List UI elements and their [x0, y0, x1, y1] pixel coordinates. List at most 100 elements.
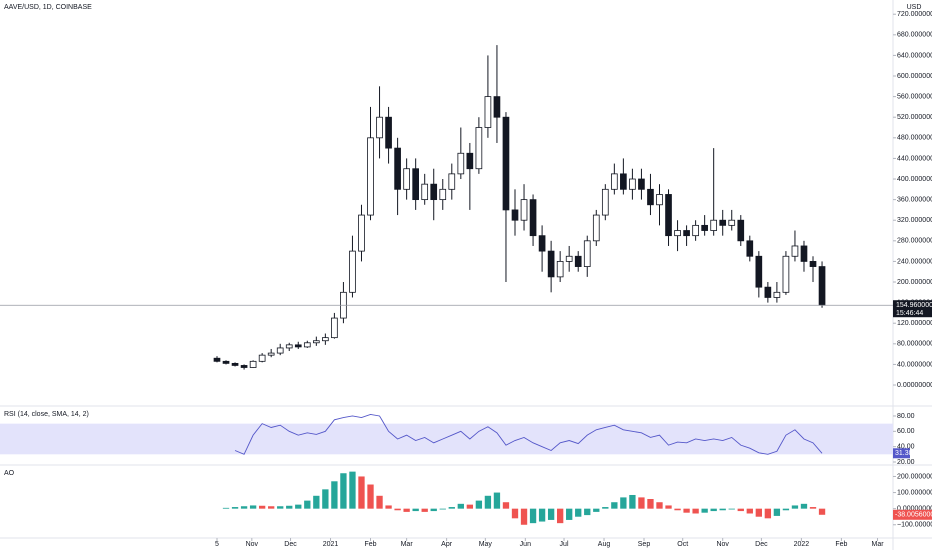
ao-bar [529, 508, 537, 524]
candle-body [583, 240, 591, 267]
candle-body [403, 168, 410, 190]
candle-body [412, 168, 420, 201]
x-tick-label: Mar [401, 541, 414, 548]
candle-body [466, 152, 474, 170]
ao-bar [584, 508, 591, 516]
ao-bar [556, 508, 564, 524]
candle-body [213, 357, 221, 362]
candle-body [385, 116, 392, 149]
candle-body [755, 255, 763, 288]
y-tick-label: 320.0000000 [897, 217, 932, 224]
candle-body [448, 173, 456, 190]
candle-body [710, 219, 718, 231]
ao-bar [818, 508, 826, 515]
candle-body [638, 178, 645, 190]
ao-bar [448, 507, 455, 509]
ao-bar [222, 507, 230, 509]
ao-bar [430, 508, 437, 512]
ao-bar [674, 508, 681, 511]
ao-bar [313, 495, 320, 509]
ao-bar [520, 508, 528, 525]
candle-body [665, 194, 672, 237]
y-tick-label: 0.00000000 [897, 506, 932, 513]
x-tick-label: 2021 [323, 541, 339, 548]
candle-body [692, 224, 699, 237]
ao-bar [511, 508, 519, 519]
ao-bar [800, 503, 808, 509]
candle-body [782, 255, 790, 293]
x-tick-label: Feb [364, 541, 376, 548]
ao-bar [493, 492, 501, 509]
x-tick-label: 5 [215, 541, 219, 548]
candle-body [547, 250, 555, 278]
ao-value-box [893, 509, 932, 520]
candle-body [349, 250, 356, 293]
candle-body [421, 183, 429, 201]
countdown: 15:46:44 [896, 310, 923, 317]
ao-bar [647, 499, 654, 509]
y-tick-label: 80.00 [897, 413, 915, 420]
candle-body [303, 342, 311, 348]
ao-value-label: -38.0056000 [895, 512, 932, 519]
y-tick-label: 480.0000000 [897, 135, 932, 142]
x-tick-label: Mar [871, 541, 884, 548]
candle-body [764, 286, 772, 298]
candle-body [556, 261, 564, 278]
y-tick-label: 280.0000000 [897, 238, 932, 245]
ao-bar [286, 505, 293, 509]
ao-bar [638, 497, 645, 509]
rsi-value-label: 31.38 [895, 450, 913, 457]
y-tick-label: 100.0000000 [897, 489, 932, 496]
rsi-title: RSI (14, close, SMA, 14, 2) [4, 411, 89, 418]
candle-body [457, 152, 465, 175]
ao-bar [466, 504, 474, 509]
x-tick-label: Aug [598, 541, 611, 548]
ao-bar [403, 508, 410, 512]
y-tick-label: 640.0000000 [897, 52, 932, 59]
candle-body [656, 194, 663, 206]
x-tick-label: Jul [560, 541, 569, 548]
candle-body [746, 240, 754, 257]
candle-body [773, 291, 781, 298]
ao-bar [538, 508, 546, 522]
y-tick-label: 720.0000000 [897, 11, 932, 18]
ao-bar [331, 481, 338, 509]
candle-body [285, 344, 293, 349]
x-tick-label: Feb [835, 541, 847, 548]
x-tick-label: 2022 [794, 541, 810, 548]
ao-bar [367, 484, 374, 509]
ao-bar [439, 508, 446, 510]
candle-body [394, 147, 401, 190]
ao-bar [268, 506, 275, 509]
candle-body [683, 230, 690, 237]
candle-body [511, 209, 519, 221]
y-tick-label: 560.0000000 [897, 93, 932, 100]
y-tick-label: 360.0000000 [897, 196, 932, 203]
ao-bar [737, 508, 744, 512]
y-tick-label: 120.0000000 [897, 320, 932, 327]
ao-bar [629, 494, 636, 509]
x-tick-label: Dec [284, 541, 297, 548]
x-tick-label: Oct [677, 541, 688, 548]
ao-bar [755, 508, 762, 517]
y-tick-label: 200.0000000 [897, 473, 932, 480]
ao-bar [719, 508, 726, 511]
candle-body [647, 188, 654, 206]
ao-bar [240, 506, 248, 509]
candle-body [294, 344, 302, 348]
ao-title: AO [4, 470, 15, 477]
candle-body [322, 337, 329, 342]
candle-body [529, 199, 537, 237]
candle-body [493, 96, 501, 118]
ao-bar [728, 508, 735, 510]
ao-bar [322, 489, 329, 509]
ao-bar [773, 508, 781, 516]
candle-body [818, 266, 826, 306]
ao-bar [277, 506, 284, 509]
chart-title: AAVE/USD, 1D, COINBASE [4, 4, 92, 11]
candle-body [574, 255, 582, 267]
y-tick-label: 0.00000000 [897, 382, 932, 389]
y-tick-label: 520.0000000 [897, 114, 932, 121]
